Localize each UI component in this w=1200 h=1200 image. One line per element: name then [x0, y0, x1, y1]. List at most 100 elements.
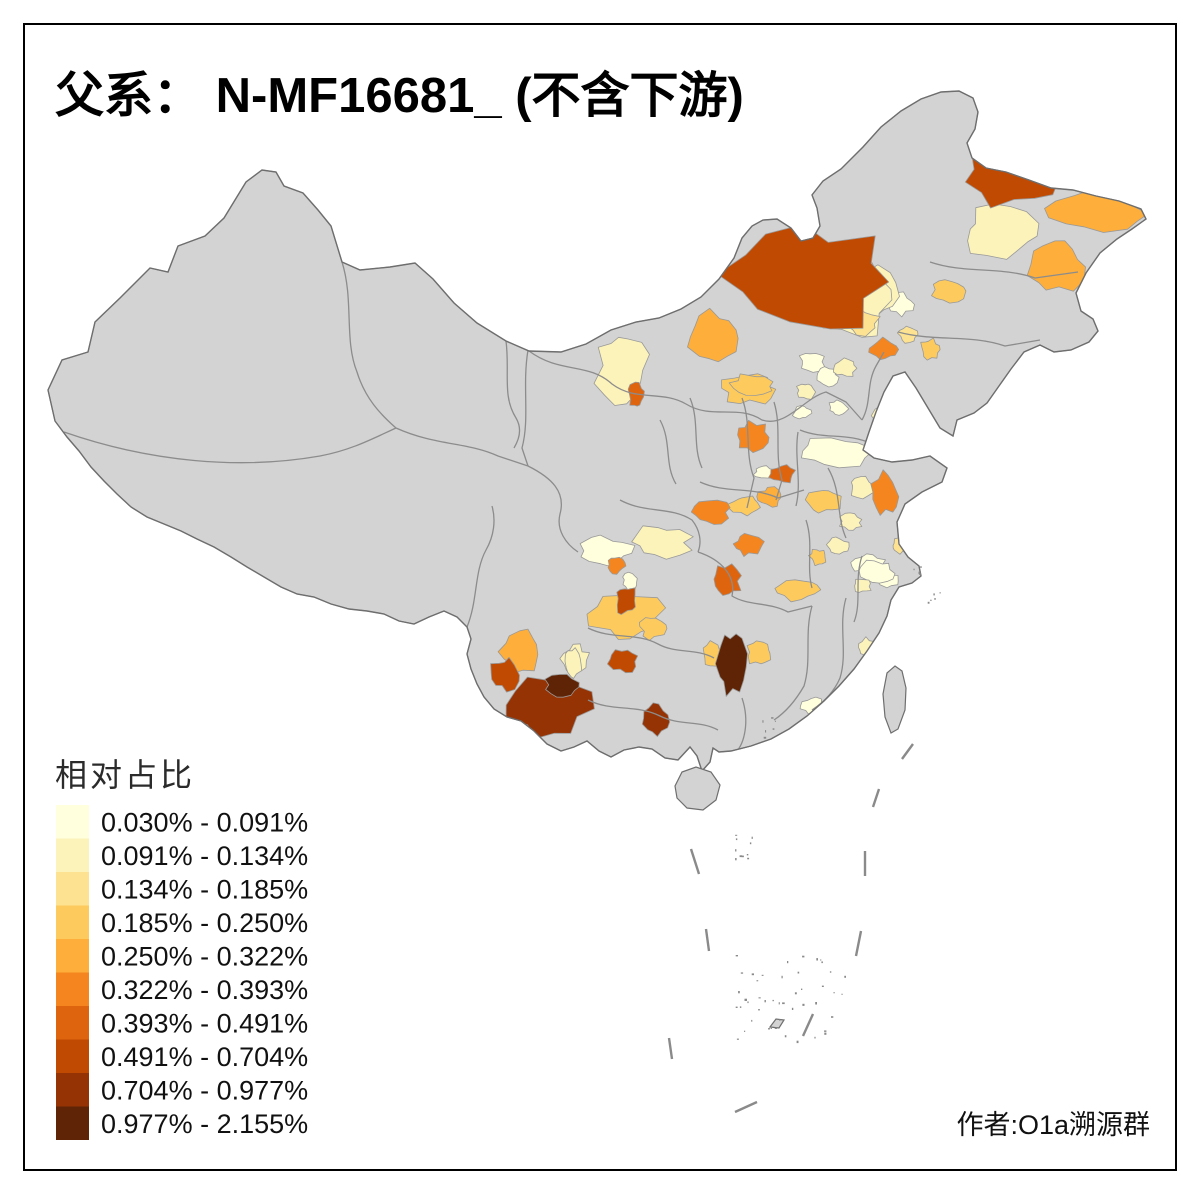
legend-label: 0.322% - 0.393%	[101, 975, 308, 1005]
map-region-patch	[747, 641, 771, 664]
sea-islet-dot	[830, 971, 831, 972]
sea-islet-dot	[802, 956, 804, 958]
legend-swatch	[56, 872, 89, 906]
sea-islet-dot	[757, 980, 759, 981]
sea-islet-dot	[928, 602, 930, 604]
sea-islet-dot	[920, 566, 922, 567]
sea-islet-dot	[740, 855, 743, 857]
sea-islet-dot	[744, 1031, 745, 1032]
sea-islet-dot	[750, 842, 751, 844]
sea-islet-dot	[785, 1035, 787, 1037]
sea-islet-dot	[919, 572, 920, 575]
map-region-patch	[855, 579, 871, 592]
sea-islet-dot	[762, 720, 763, 723]
sea-islet-dot	[802, 1004, 804, 1006]
sea-islet-dot	[782, 976, 783, 979]
sea-islet-dot	[759, 997, 761, 998]
legend-label: 0.185% - 0.250%	[101, 908, 308, 938]
sea-islet-dot	[779, 1019, 780, 1020]
sea-islet-dot	[773, 1000, 774, 1001]
legend: 相对占比 0.030% - 0.091% 0.091% - 0.134%0.134…	[55, 757, 308, 1140]
sea-islet-dot	[745, 999, 748, 1001]
sea-islet-dot	[765, 1000, 766, 1002]
hainan-island	[675, 767, 720, 810]
sea-islet-dot	[775, 721, 776, 722]
sea-islet-dot	[735, 835, 737, 836]
legend-label: 0.393% - 0.491%	[101, 1008, 308, 1038]
attribution-text: 作者:O1a溯源群	[956, 1110, 1150, 1140]
sea-islet-dot	[771, 1027, 772, 1029]
sea-islet-dot	[824, 1030, 826, 1032]
legend-label: 0.250% - 0.322%	[101, 941, 308, 971]
sea-islet-dot	[914, 569, 915, 571]
sea-dash	[803, 1014, 813, 1036]
sea-dash	[735, 1102, 757, 1112]
sea-islet-dot	[747, 1001, 748, 1003]
sea-islet-dot	[740, 1006, 741, 1008]
choropleth-figure: 父系： N-MF16681_ (不含下游) 相对占比 0.030% - 0.09…	[0, 0, 1200, 1200]
sea-islet-dot	[816, 958, 818, 960]
sea-dash	[856, 931, 861, 956]
sea-islet-dot	[735, 849, 736, 851]
map-region-patch	[871, 404, 921, 429]
sea-islet-dot	[822, 986, 824, 987]
sea-islet-dot	[795, 992, 797, 994]
sea-dash	[902, 744, 913, 759]
sea-islet-dot	[752, 837, 753, 839]
legend-label: 0.030% - 0.091%	[101, 807, 308, 837]
sea-islet-dot	[940, 592, 941, 593]
legend-label: 0.491% - 0.704%	[101, 1042, 308, 1072]
sea-islet-dot	[782, 1002, 785, 1004]
sea-islet-dot	[814, 1037, 815, 1039]
legend-swatch	[56, 1040, 89, 1074]
sea-islet-dot	[764, 737, 767, 739]
small-island	[770, 1019, 784, 1028]
sea-islet-dot	[751, 1020, 752, 1022]
sea-islet-dot	[844, 976, 846, 978]
sea-islet-dot	[773, 728, 775, 730]
sea-islet-dot	[752, 973, 754, 975]
sea-islet-dot	[738, 991, 740, 993]
legend-label: 0.134% - 0.185%	[101, 874, 308, 904]
sea-islet-dot	[831, 1016, 833, 1018]
legend-swatch	[56, 1107, 89, 1141]
legend-label: 0.704% - 0.977%	[101, 1075, 308, 1105]
sea-islet-dot	[747, 854, 749, 855]
sea-islet-dot	[771, 717, 773, 719]
sea-dash	[669, 1038, 672, 1059]
legend-items: 0.030% - 0.091% 0.091% - 0.134%0.134% - 0…	[56, 805, 308, 1140]
sea-islet-dot	[765, 730, 766, 732]
sea-islet-dot	[815, 1002, 817, 1005]
legend-swatch	[56, 839, 89, 873]
figure-title: 父系： N-MF16681_ (不含下游)	[55, 69, 744, 123]
sea-islet-dot	[768, 1028, 770, 1030]
legend-swatch	[56, 1006, 89, 1040]
sea-islet-dot	[797, 1041, 799, 1043]
sea-dash	[706, 929, 709, 951]
legend-swatch	[56, 1073, 89, 1107]
legend-swatch	[56, 906, 89, 940]
sea-islet-dot	[824, 1033, 826, 1035]
legend-swatch	[56, 939, 89, 973]
legend-title: 相对占比	[55, 757, 195, 793]
sea-islet-dot	[779, 1002, 780, 1004]
sea-islet-dot	[834, 992, 835, 993]
sea-islet-dot	[758, 1009, 760, 1010]
sea-dash	[691, 849, 699, 874]
sea-islet-dot	[736, 955, 738, 956]
sea-islet-dot	[792, 1008, 793, 1010]
legend-label: 0.977% - 2.155%	[101, 1109, 308, 1139]
sea-islet-dot	[930, 600, 931, 601]
legend-label: 0.091% - 0.134%	[101, 841, 308, 871]
sea-islet-dot	[762, 975, 764, 976]
sea-islet-dot	[735, 858, 737, 860]
sea-islet-dot	[737, 1039, 739, 1040]
sea-islet-dot	[747, 858, 749, 860]
taiwan-island	[883, 666, 906, 733]
sea-islet-dot	[820, 959, 821, 960]
sea-islet-dot	[741, 972, 743, 973]
sea-islet-dot	[798, 972, 800, 974]
sea-islet-dot	[787, 961, 788, 963]
map-region-patch	[899, 434, 927, 451]
legend-swatch	[56, 973, 89, 1007]
